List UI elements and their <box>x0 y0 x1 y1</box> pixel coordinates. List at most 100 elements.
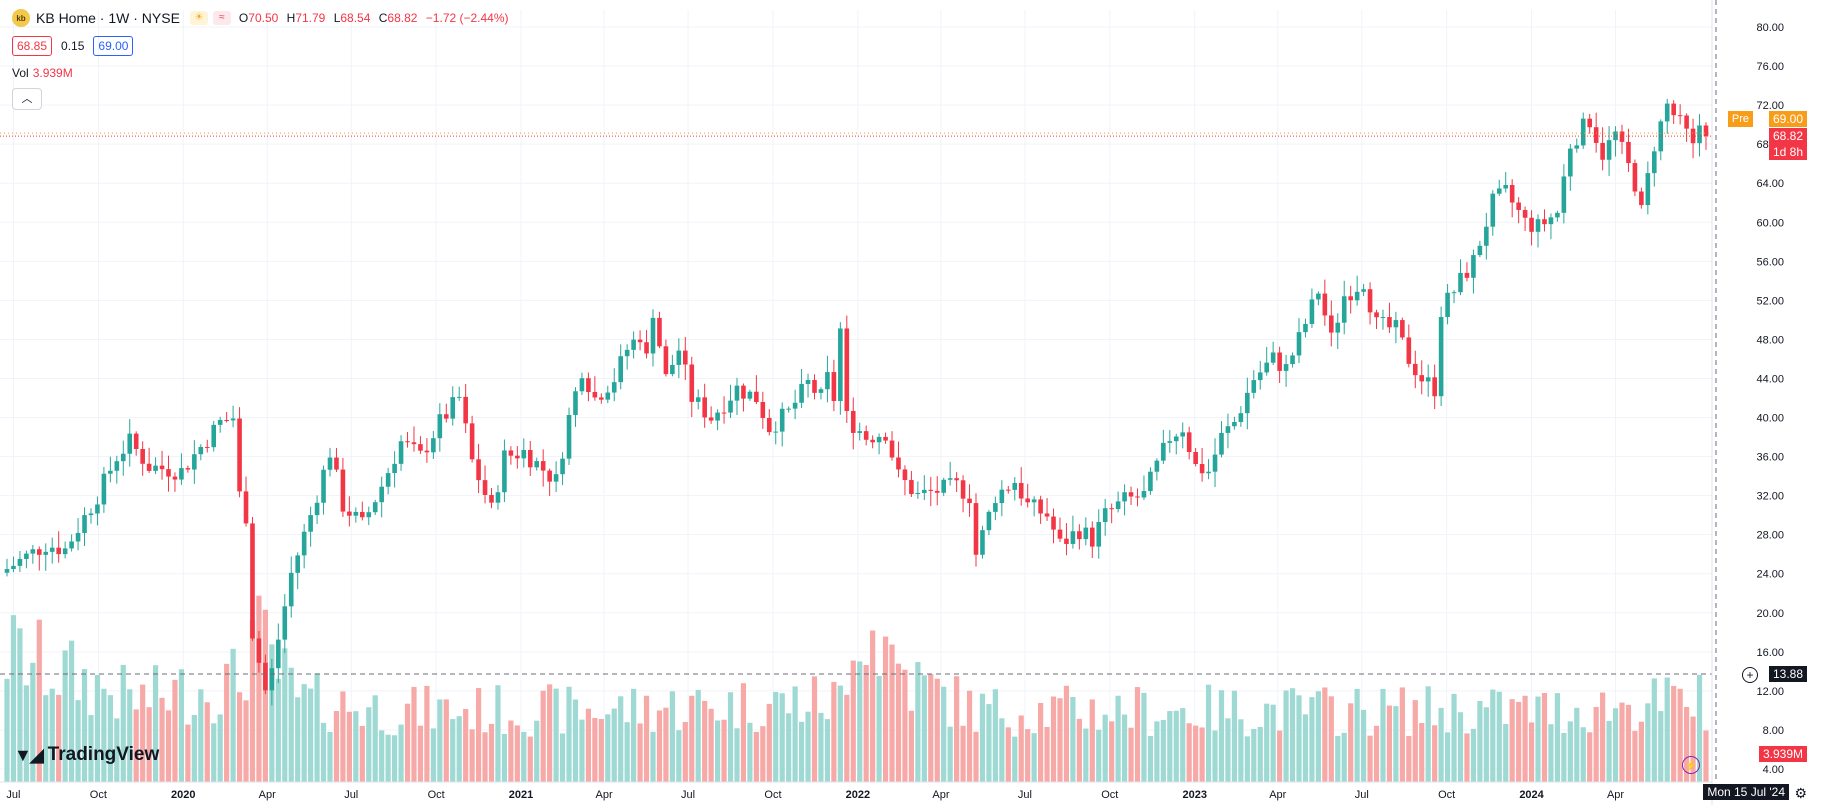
volume-bar <box>1548 724 1554 782</box>
volume-bar <box>605 714 611 782</box>
volume-bar <box>56 694 62 782</box>
candlesticks <box>4 98 1709 706</box>
candle-body <box>1193 451 1198 465</box>
candle-body <box>127 433 133 454</box>
x-tick-label: Jul <box>344 789 358 801</box>
data-status-icon[interactable]: ≈ <box>212 11 231 25</box>
volume-bar <box>844 694 850 782</box>
collapse-legend-button[interactable]: ︿ <box>12 88 42 110</box>
candle-body <box>230 418 236 421</box>
volume-bar <box>514 725 520 782</box>
volume-bar <box>650 731 656 782</box>
candle-body <box>185 468 191 470</box>
chevron-up-icon: ︿ <box>21 93 33 105</box>
candle-body <box>747 391 753 399</box>
candle-body <box>1257 372 1263 381</box>
candle-body <box>1128 492 1134 497</box>
volume-bar <box>482 732 488 782</box>
volume-bar <box>1619 702 1625 782</box>
volume-bar <box>392 735 398 782</box>
volume-bar <box>1625 704 1632 782</box>
volume-bar <box>1018 715 1024 782</box>
candle-body <box>1290 355 1295 365</box>
candle-body <box>812 379 817 393</box>
volume-bar <box>301 684 307 782</box>
candle-body <box>1432 377 1437 397</box>
y-tick-label: 20.00 <box>1756 608 1784 620</box>
volume-bar <box>973 731 979 782</box>
lightning-icon[interactable]: ⚡ <box>1682 756 1700 774</box>
candle-body <box>392 463 397 474</box>
volume-bar <box>999 718 1005 782</box>
volume-bar <box>1373 725 1380 782</box>
candle-body <box>825 372 830 390</box>
volume-bar <box>566 686 572 782</box>
ask-price[interactable]: 69.00 <box>93 36 134 56</box>
candle-body <box>95 504 100 514</box>
volume-bar <box>663 707 669 782</box>
candle-body <box>437 414 443 439</box>
x-tick-label: 2023 <box>1182 789 1206 801</box>
symbol-title[interactable]: KB Home · 1W · NYSE <box>36 10 180 26</box>
volume-bar <box>1483 707 1489 782</box>
volume-bar <box>1244 736 1250 782</box>
volume-bar <box>17 628 23 782</box>
candle-body <box>553 474 559 482</box>
candle-body <box>1148 471 1153 492</box>
settings-gear-icon[interactable]: ⚙ <box>1794 785 1807 801</box>
candle-body <box>250 523 255 639</box>
candle-body <box>1593 127 1599 143</box>
y-tick-label: 32.00 <box>1756 491 1784 503</box>
volume-bar <box>327 731 333 782</box>
candle-body <box>1509 184 1515 203</box>
bid-price[interactable]: 68.85 <box>12 36 53 56</box>
candle-body <box>947 478 953 480</box>
volume-bar <box>1386 705 1393 782</box>
volume-bar <box>1432 725 1438 782</box>
volume-bar <box>1121 714 1128 782</box>
candle-body <box>1626 141 1631 164</box>
candle-body <box>69 541 74 549</box>
volume-bar <box>501 734 508 782</box>
volume-bar <box>1638 721 1644 782</box>
volume-bar <box>1154 721 1160 782</box>
volume-bar <box>211 723 217 782</box>
candle-body <box>1464 272 1470 278</box>
candle-body <box>779 408 785 432</box>
volume-bar <box>559 733 566 782</box>
volume-bar <box>1470 728 1477 782</box>
volume-bar <box>902 669 908 782</box>
candle-body <box>734 385 740 401</box>
volume-bar <box>766 703 772 782</box>
volume-bar <box>430 728 436 782</box>
candle-body <box>37 549 42 555</box>
volume-bar <box>4 678 10 782</box>
market-status-icon[interactable]: ☀ <box>189 11 208 25</box>
candle-body <box>366 512 372 518</box>
candle-body <box>82 515 87 533</box>
volume-bar <box>262 609 268 782</box>
candle-body <box>146 463 152 471</box>
candle-body <box>1044 513 1050 517</box>
candle-body <box>876 436 882 443</box>
candle-body <box>269 668 275 691</box>
volume-bar <box>243 700 249 782</box>
candle-body <box>915 492 921 495</box>
add-alert-icon[interactable]: + <box>1742 667 1758 683</box>
candle-body <box>353 511 359 516</box>
candle-body <box>1471 255 1476 278</box>
volume-bar <box>417 725 424 782</box>
volume-bar <box>1302 714 1309 782</box>
volume-bar <box>669 691 675 782</box>
low-value: 68.54 <box>340 11 371 25</box>
volume-bar <box>1684 706 1690 782</box>
tradingview-logo[interactable]: ▼◢ TradingView <box>14 744 159 766</box>
high-value: 71.79 <box>295 11 326 25</box>
candle-body <box>799 383 804 403</box>
volume-bar <box>1457 712 1464 782</box>
candle-body <box>1154 460 1160 472</box>
candle-body <box>372 502 378 513</box>
volume-bar <box>1528 722 1535 782</box>
spread-value: 0.15 <box>61 39 85 53</box>
